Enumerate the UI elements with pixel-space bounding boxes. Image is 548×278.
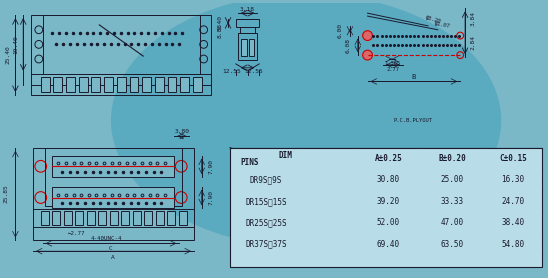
Text: φ3.20: φ3.20 xyxy=(424,16,441,24)
Text: 39.20: 39.20 xyxy=(377,197,400,206)
Text: DR9S寴9S: DR9S寴9S xyxy=(250,175,282,185)
Bar xyxy=(249,39,254,56)
Bar xyxy=(45,148,182,206)
Text: B±0.20: B±0.20 xyxy=(438,154,466,163)
Text: A±0.25: A±0.25 xyxy=(375,154,402,163)
Bar xyxy=(179,211,187,225)
Text: 4-40UNC-4: 4-40UNC-4 xyxy=(90,236,122,241)
Bar xyxy=(238,33,258,60)
Text: ←2.77: ←2.77 xyxy=(68,231,85,236)
Text: 25.00: 25.00 xyxy=(441,175,464,185)
Text: 12.55: 12.55 xyxy=(244,69,263,74)
Bar xyxy=(43,15,200,74)
Text: 52.00: 52.00 xyxy=(377,219,400,227)
Text: 3.18: 3.18 xyxy=(240,7,255,12)
Text: 7.90: 7.90 xyxy=(209,190,214,205)
Bar xyxy=(87,211,95,225)
Bar xyxy=(31,15,212,85)
Bar xyxy=(75,211,83,225)
Bar xyxy=(98,211,106,225)
Text: 8.08: 8.08 xyxy=(218,23,222,38)
Text: 38.40: 38.40 xyxy=(501,219,524,227)
Bar xyxy=(133,211,141,225)
Bar xyxy=(31,74,212,95)
Bar xyxy=(167,211,175,225)
Text: DR25S寴25S: DR25S寴25S xyxy=(246,219,287,227)
Text: 19.40: 19.40 xyxy=(13,35,18,54)
Bar xyxy=(53,156,174,177)
Bar xyxy=(236,19,259,27)
Bar xyxy=(241,39,247,56)
Bar xyxy=(142,76,151,92)
Bar xyxy=(53,187,174,208)
Text: 69.40: 69.40 xyxy=(377,240,400,249)
Text: φ1.07: φ1.07 xyxy=(434,21,451,29)
Bar xyxy=(64,211,72,225)
Text: 24.70: 24.70 xyxy=(501,197,524,206)
Text: C±0.15: C±0.15 xyxy=(499,154,527,163)
Text: 30.80: 30.80 xyxy=(377,175,400,185)
Text: 33.33: 33.33 xyxy=(441,197,464,206)
Text: PINS: PINS xyxy=(240,158,259,167)
Bar xyxy=(110,211,118,225)
Bar xyxy=(41,211,49,225)
Bar xyxy=(121,211,129,225)
Bar xyxy=(33,148,194,240)
Bar xyxy=(230,148,542,267)
Bar xyxy=(168,76,176,92)
Circle shape xyxy=(363,31,373,41)
Text: 25.85: 25.85 xyxy=(3,184,8,203)
Bar xyxy=(54,76,62,92)
Bar xyxy=(52,211,60,225)
Bar xyxy=(79,76,88,92)
Text: 5.40: 5.40 xyxy=(218,15,222,30)
Text: 63.50: 63.50 xyxy=(441,240,464,249)
Text: B: B xyxy=(411,74,415,80)
Bar xyxy=(180,76,189,92)
Text: A: A xyxy=(111,255,115,260)
Text: 2.84: 2.84 xyxy=(470,35,475,50)
Text: 47.00: 47.00 xyxy=(441,219,464,227)
Text: 7.90: 7.90 xyxy=(209,159,214,174)
Text: DR37S寴37S: DR37S寴37S xyxy=(246,240,287,249)
Text: 3.80: 3.80 xyxy=(175,129,190,134)
Text: DIM: DIM xyxy=(279,151,293,160)
Bar xyxy=(129,76,138,92)
Bar xyxy=(92,76,100,92)
Bar xyxy=(155,76,164,92)
Text: 6.00: 6.00 xyxy=(338,23,342,38)
Text: 2.77: 2.77 xyxy=(386,67,399,72)
Text: DR15S寴15S: DR15S寴15S xyxy=(246,197,287,206)
Text: 1.365: 1.365 xyxy=(384,61,400,66)
Bar xyxy=(144,211,152,225)
Text: C: C xyxy=(109,246,113,251)
Text: 6.08: 6.08 xyxy=(346,38,351,53)
Text: 12.55: 12.55 xyxy=(222,69,241,74)
Text: 25.40: 25.40 xyxy=(5,46,10,64)
Bar xyxy=(33,209,194,227)
Bar xyxy=(66,76,75,92)
Text: P.C.B.PLYOUT: P.C.B.PLYOUT xyxy=(394,118,433,123)
Bar xyxy=(240,27,255,33)
Bar xyxy=(117,76,125,92)
Text: 54.80: 54.80 xyxy=(501,240,524,249)
Text: 3.84: 3.84 xyxy=(470,11,475,26)
Bar xyxy=(193,76,202,92)
Ellipse shape xyxy=(111,0,501,247)
Circle shape xyxy=(363,50,373,60)
Bar xyxy=(156,211,164,225)
Bar xyxy=(41,76,49,92)
Text: 16.30: 16.30 xyxy=(501,175,524,185)
Bar xyxy=(104,76,113,92)
